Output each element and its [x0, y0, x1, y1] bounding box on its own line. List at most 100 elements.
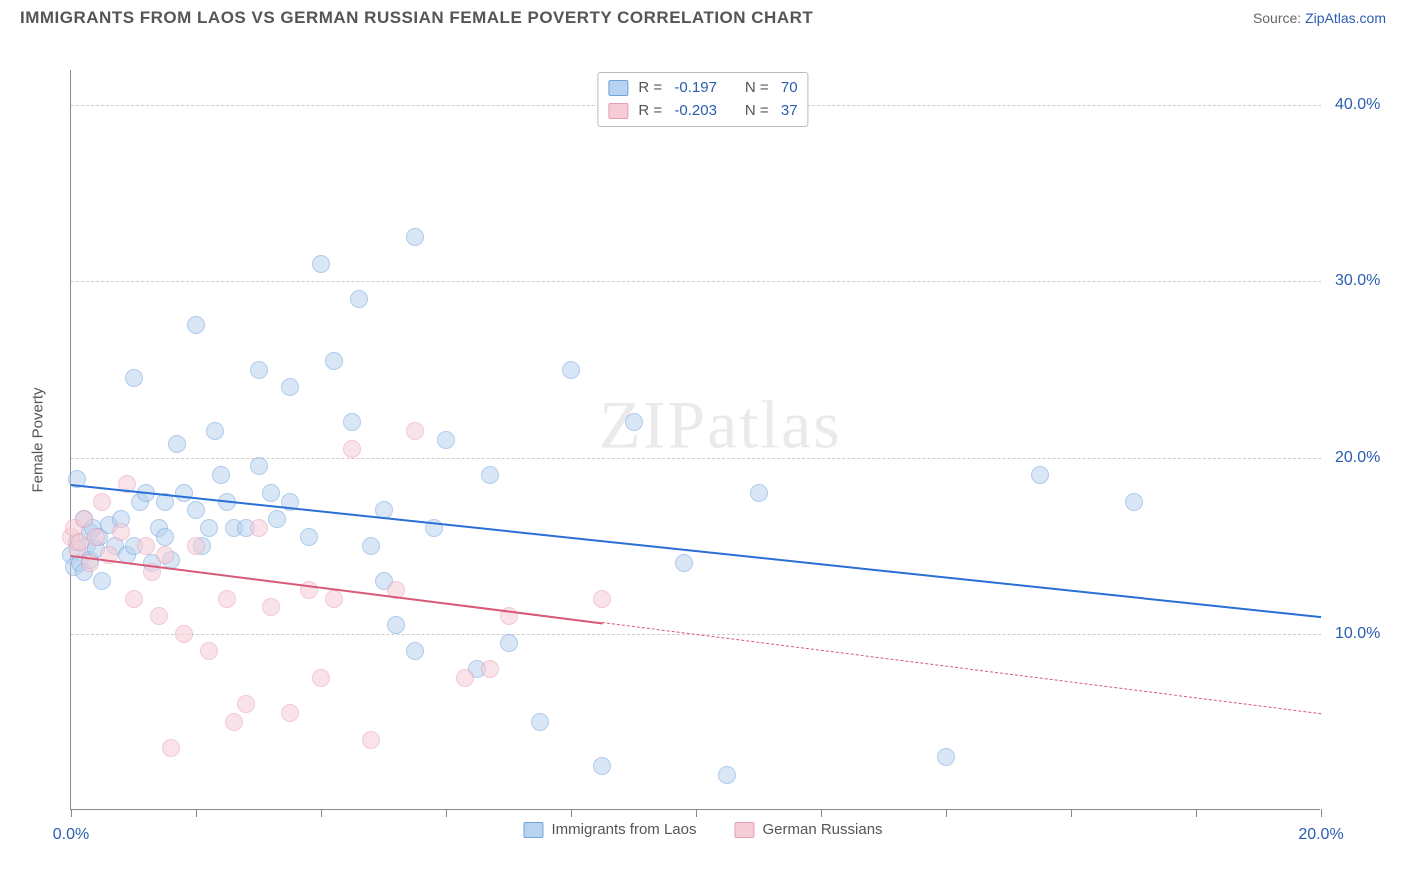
- scatter-point-laos: [350, 290, 368, 308]
- scatter-point-german: [593, 590, 611, 608]
- x-tick: [446, 809, 447, 817]
- y-axis-label: Female Poverty: [30, 387, 47, 492]
- scatter-point-german: [312, 669, 330, 687]
- x-tick: [821, 809, 822, 817]
- scatter-point-laos: [312, 255, 330, 273]
- scatter-point-laos: [187, 316, 205, 334]
- scatter-point-laos: [125, 369, 143, 387]
- y-tick-label: 20.0%: [1335, 449, 1380, 467]
- source-label: Source:: [1253, 10, 1305, 26]
- plot-area: ZIPatlas 10.0%20.0%30.0%40.0%0.0%20.0%: [70, 70, 1320, 810]
- scatter-point-laos: [481, 466, 499, 484]
- legend-r-value: -0.203: [674, 100, 717, 123]
- scatter-point-german: [281, 704, 299, 722]
- chart-container: Female Poverty ZIPatlas 10.0%20.0%30.0%4…: [20, 40, 1386, 840]
- legend-item: German Russians: [735, 821, 883, 838]
- scatter-point-laos: [300, 528, 318, 546]
- legend-n-label: N =: [745, 100, 771, 123]
- scatter-point-laos: [250, 361, 268, 379]
- x-tick: [71, 809, 72, 817]
- scatter-point-laos: [937, 748, 955, 766]
- scatter-point-german: [137, 537, 155, 555]
- scatter-point-laos: [156, 528, 174, 546]
- chart-header: IMMIGRANTS FROM LAOS VS GERMAN RUSSIAN F…: [0, 0, 1406, 32]
- x-tick: [321, 809, 322, 817]
- scatter-point-german: [87, 528, 105, 546]
- scatter-point-laos: [387, 616, 405, 634]
- scatter-point-german: [112, 523, 130, 541]
- scatter-point-laos: [262, 484, 280, 502]
- scatter-point-laos: [1125, 493, 1143, 511]
- scatter-point-german: [343, 440, 361, 458]
- scatter-point-laos: [362, 537, 380, 555]
- chart-source: Source: ZipAtlas.com: [1253, 10, 1386, 26]
- x-tick: [1071, 809, 1072, 817]
- scatter-point-laos: [562, 361, 580, 379]
- scatter-point-laos: [718, 766, 736, 784]
- legend-item: Immigrants from Laos: [523, 821, 696, 838]
- legend-swatch: [608, 103, 628, 119]
- scatter-point-laos: [593, 757, 611, 775]
- legend-swatch: [735, 822, 755, 838]
- scatter-point-laos: [406, 228, 424, 246]
- scatter-point-german: [481, 660, 499, 678]
- scatter-point-laos: [750, 484, 768, 502]
- watermark-left: ZIP: [599, 386, 707, 462]
- scatter-point-german: [218, 590, 236, 608]
- legend-swatch: [523, 822, 543, 838]
- scatter-point-german: [325, 590, 343, 608]
- source-link[interactable]: ZipAtlas.com: [1305, 10, 1386, 26]
- scatter-point-german: [250, 519, 268, 537]
- scatter-point-laos: [200, 519, 218, 537]
- x-tick: [696, 809, 697, 817]
- legend-n-value: 37: [781, 100, 798, 123]
- scatter-point-german: [93, 493, 111, 511]
- x-tick-label: 0.0%: [53, 826, 89, 844]
- scatter-point-laos: [325, 352, 343, 370]
- x-tick: [196, 809, 197, 817]
- scatter-point-laos: [437, 431, 455, 449]
- scatter-point-laos: [168, 435, 186, 453]
- scatter-point-german: [237, 695, 255, 713]
- legend-n-label: N =: [745, 77, 771, 100]
- legend-series-name: German Russians: [763, 821, 883, 838]
- legend-r-label: R =: [638, 100, 664, 123]
- scatter-point-german: [187, 537, 205, 555]
- scatter-point-laos: [281, 378, 299, 396]
- series-legend: Immigrants from Laos German Russians: [523, 821, 882, 838]
- scatter-point-laos: [1031, 466, 1049, 484]
- scatter-point-laos: [406, 642, 424, 660]
- legend-n-value: 70: [781, 77, 798, 100]
- scatter-point-laos: [206, 422, 224, 440]
- watermark-right: atlas: [707, 386, 842, 462]
- legend-row: R = -0.197 N = 70: [608, 77, 797, 100]
- scatter-point-laos: [250, 457, 268, 475]
- scatter-point-laos: [268, 510, 286, 528]
- x-tick: [1321, 809, 1322, 817]
- x-tick: [946, 809, 947, 817]
- scatter-point-german: [362, 731, 380, 749]
- scatter-point-german: [225, 713, 243, 731]
- scatter-point-german: [456, 669, 474, 687]
- scatter-point-laos: [343, 413, 361, 431]
- x-tick: [571, 809, 572, 817]
- y-tick-label: 10.0%: [1335, 625, 1380, 643]
- scatter-point-german: [125, 590, 143, 608]
- scatter-point-german: [262, 598, 280, 616]
- scatter-point-laos: [187, 501, 205, 519]
- trend-line: [602, 622, 1321, 714]
- legend-r-value: -0.197: [674, 77, 717, 100]
- scatter-point-german: [156, 546, 174, 564]
- x-tick-label: 20.0%: [1298, 826, 1343, 844]
- scatter-point-laos: [175, 484, 193, 502]
- scatter-point-german: [75, 510, 93, 528]
- chart-title: IMMIGRANTS FROM LAOS VS GERMAN RUSSIAN F…: [20, 8, 813, 28]
- scatter-point-laos: [531, 713, 549, 731]
- legend-swatch: [608, 80, 628, 96]
- scatter-point-laos: [93, 572, 111, 590]
- scatter-point-laos: [625, 413, 643, 431]
- legend-r-label: R =: [638, 77, 664, 100]
- scatter-point-german: [200, 642, 218, 660]
- scatter-point-german: [175, 625, 193, 643]
- scatter-point-laos: [675, 554, 693, 572]
